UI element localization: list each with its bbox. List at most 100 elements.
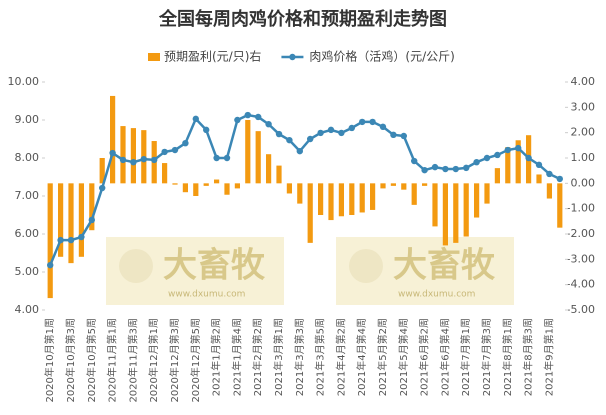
bar [130, 128, 136, 184]
bar [484, 183, 490, 204]
bar [318, 183, 324, 215]
y-tick-label: 7.00 [15, 189, 40, 202]
point [182, 139, 189, 147]
bar [120, 126, 126, 184]
point [119, 156, 127, 164]
bar [453, 183, 459, 243]
y2-tick-label: -3.00 [567, 252, 595, 265]
watermark-text: 大畜牧 [163, 246, 266, 286]
point [390, 131, 397, 139]
watermark-logo [349, 249, 383, 283]
bar [214, 179, 220, 184]
x-tick-label: 2021年2月第2周 [251, 318, 264, 396]
point [130, 158, 137, 166]
y2-tick-label: 0.00 [571, 176, 596, 189]
y-tick-label: 10.00 [8, 75, 40, 88]
bar [338, 183, 344, 217]
bar [432, 183, 438, 227]
bar [546, 183, 552, 199]
watermark: 大畜牧 www.dxumu.com 大畜牧 www.dxumu.com [106, 237, 514, 305]
point [171, 146, 179, 154]
x-tick-label: 2021年1月第4周 [230, 318, 243, 396]
bar [58, 183, 64, 257]
point [203, 126, 210, 134]
point [161, 148, 168, 156]
point [255, 113, 262, 121]
point [556, 175, 563, 183]
point [421, 166, 428, 174]
bar [286, 183, 292, 194]
bar [203, 183, 209, 186]
point [473, 158, 480, 166]
point [109, 149, 116, 157]
point [525, 154, 532, 162]
bar [266, 154, 272, 184]
x-tick-label: 2021年4月第2周 [334, 318, 347, 396]
point [546, 170, 553, 178]
x-tick-label: 2020年11月第1周 [106, 318, 119, 403]
bar [162, 163, 168, 184]
point [244, 111, 251, 119]
bar [557, 183, 563, 228]
bar [359, 183, 365, 213]
bar [234, 183, 240, 189]
point [338, 129, 345, 137]
bar [463, 183, 469, 237]
x-tick-label: 2021年3月第5周 [314, 318, 327, 396]
y-tick-label: 8.00 [15, 151, 40, 164]
x-tick-label: 2021年6月第4周 [438, 318, 451, 396]
point [327, 126, 335, 134]
y2-tick-label: 3.00 [571, 100, 596, 113]
legend-label: 预期盈利(元/只)右 [164, 49, 261, 64]
x-tick-label: 2020年10月第3周 [64, 318, 77, 403]
watermark-text: 大畜牧 [393, 246, 496, 286]
bar [255, 131, 261, 184]
point [88, 216, 96, 224]
bar [328, 183, 334, 221]
legend-swatch [148, 53, 160, 61]
point [47, 261, 54, 269]
y2-tick-label: 1.00 [571, 151, 596, 164]
bar [110, 95, 116, 184]
x-tick-label: 2020年11月第3周 [126, 318, 139, 403]
bar [474, 183, 480, 218]
bar [390, 183, 396, 186]
point [463, 164, 470, 172]
legend-swatch [289, 53, 296, 61]
chart-title: 全国每周肉鸡价格和预期盈利走势图 [158, 8, 447, 30]
point [442, 165, 449, 173]
point [265, 120, 272, 128]
point [317, 129, 324, 137]
bar [182, 183, 188, 193]
bar [89, 183, 95, 231]
bar [349, 183, 355, 215]
legend-label: 肉鸡价格（活鸡）(元/公斤) [309, 49, 454, 64]
bar [245, 120, 251, 184]
point [296, 147, 303, 155]
point [192, 115, 199, 123]
y2-tick-label: 4.00 [571, 75, 596, 88]
bar [68, 183, 74, 264]
bar [505, 147, 511, 184]
x-tick-label: 2020年12月第5周 [189, 318, 202, 403]
point [234, 116, 241, 124]
x-tick-label: 2020年12月第1周 [147, 318, 160, 403]
y2-tick-label: 2.00 [571, 126, 596, 139]
x-tick-label: 2021年8月第3周 [522, 318, 535, 396]
bar [401, 183, 407, 190]
bar [442, 183, 448, 246]
bar [276, 165, 282, 184]
x-tick-label: 2020年12月第3周 [168, 318, 181, 403]
point [411, 157, 418, 165]
bar [193, 183, 199, 196]
point [67, 236, 75, 244]
point [307, 135, 314, 143]
x-tick-label: 2021年4月第4周 [355, 318, 368, 396]
y-tick-label: 5.00 [15, 265, 40, 278]
bar [494, 168, 500, 184]
point [286, 136, 293, 144]
point [275, 130, 283, 138]
y-tick-label: 6.00 [15, 227, 40, 240]
point [223, 154, 231, 162]
x-tick-label: 2020年10月第5周 [85, 318, 98, 403]
